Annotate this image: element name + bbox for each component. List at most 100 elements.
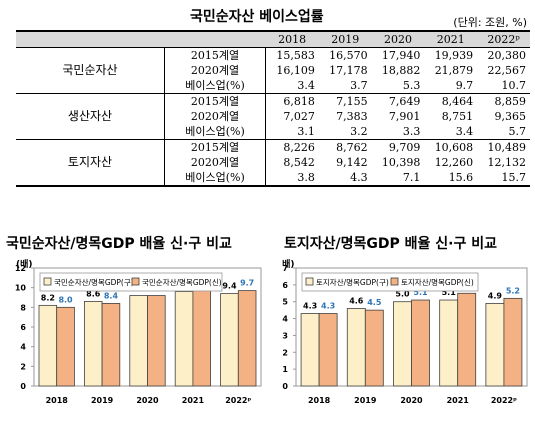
table-row: 생산자산 2015계열 6,818 7,155 7,649 8,464 8,859 bbox=[16, 93, 530, 140]
table-cell: 4.3 bbox=[318, 170, 372, 187]
y-tick-label: 5 bbox=[282, 298, 288, 307]
table-cell: 3.4 bbox=[424, 124, 478, 140]
bar bbox=[439, 299, 459, 387]
data-label: 4.3 bbox=[303, 302, 317, 311]
table-cell: 8,464 bbox=[441, 95, 474, 108]
table-cell: 3.1 bbox=[265, 124, 319, 140]
header-year: 2020 bbox=[371, 30, 425, 48]
x-tick-label: 2020 bbox=[136, 396, 159, 405]
data-label: 8.2 bbox=[41, 293, 55, 302]
data-label: 5.2 bbox=[506, 286, 520, 295]
table-row: 국민순자산 2015계열 15,583 16,570 17,940 19,939 20,38… bbox=[16, 47, 530, 94]
bar bbox=[237, 290, 257, 387]
table-cell: 9,142 bbox=[336, 156, 368, 169]
x-tick-label: 2022ᵖ bbox=[225, 396, 251, 405]
data-label: 4.5 bbox=[367, 298, 382, 307]
data-label: 8.6 bbox=[86, 289, 101, 298]
y-axis-unit-label: (배) bbox=[282, 258, 295, 270]
table-cell: 10.7 bbox=[477, 78, 530, 94]
y-tick-label: 4 bbox=[20, 343, 26, 352]
table-cell: 10,489 bbox=[487, 141, 527, 154]
legend-label: 토지자산/명목GDP(신) bbox=[401, 277, 474, 287]
table-cell: 8,859 bbox=[494, 95, 527, 108]
table-cell: 15.6 bbox=[424, 170, 478, 187]
bar bbox=[318, 313, 338, 387]
bar bbox=[503, 297, 523, 387]
bar bbox=[101, 303, 121, 387]
legend-label: 토지자산/명목GDP(구) bbox=[316, 277, 389, 287]
bar bbox=[174, 291, 194, 387]
table-cell: 8,762 bbox=[336, 141, 368, 154]
table-cell: 7,383 bbox=[336, 110, 368, 123]
table-cell: 5.7 bbox=[477, 124, 530, 140]
table-cell: 5.3 bbox=[371, 78, 425, 94]
row-series-label: 2015계열 bbox=[164, 139, 266, 155]
table-cell: 7,649 bbox=[388, 95, 421, 108]
data-label: 9.4 bbox=[222, 282, 237, 291]
y-tick-label: 12 bbox=[15, 264, 26, 273]
table-row: 베이스업(%) 3.8 4.3 7.1 15.6 15.7 bbox=[16, 170, 530, 187]
y-axis-unit-label: (배) bbox=[16, 258, 33, 270]
bar bbox=[192, 289, 212, 387]
y-tick-label: 4 bbox=[282, 315, 288, 324]
row-series-label: 2015계열 bbox=[164, 93, 266, 109]
table-cell: 10,608 bbox=[434, 141, 474, 154]
data-label: 8.4 bbox=[104, 291, 119, 300]
table-cell: 16,109 bbox=[276, 64, 315, 77]
row-category: 토지자산 bbox=[16, 139, 165, 187]
y-tick-label: 2 bbox=[282, 348, 288, 357]
table-row: 베이스업(%) 3.4 3.7 5.3 9.7 10.7 bbox=[16, 78, 530, 94]
row-series-label: 2020계열 bbox=[164, 63, 266, 78]
x-tick-label: 2021 bbox=[447, 396, 470, 405]
header-year: 2022ᵖ bbox=[477, 30, 530, 48]
x-tick-label: 2018 bbox=[46, 396, 69, 405]
table-cell: 6,818 bbox=[283, 95, 315, 108]
table-cell: 7,027 bbox=[283, 110, 315, 123]
row-series-label: 베이스업(%) bbox=[164, 124, 266, 140]
table-cell: 7.1 bbox=[371, 170, 425, 187]
header-year: 2021 bbox=[424, 30, 478, 48]
bar bbox=[56, 306, 75, 387]
y-tick-label: 2 bbox=[20, 362, 26, 371]
bar bbox=[364, 309, 384, 387]
y-tick-label: 10 bbox=[15, 284, 27, 293]
legend-swatch bbox=[131, 277, 140, 286]
data-label: 5.1 bbox=[413, 288, 428, 297]
table-row: 2020계열 7,027 7,383 7,901 8,751 9,365 bbox=[16, 109, 530, 124]
table-cell: 7,155 bbox=[336, 95, 368, 108]
y-tick-label: 3 bbox=[282, 331, 288, 340]
row-category: 생산자산 bbox=[16, 93, 165, 140]
row-series-label: 2015계열 bbox=[164, 47, 266, 63]
legend-label: 국민순자산/명목GDP(구) bbox=[54, 277, 134, 287]
table-row: 토지자산 2015계열 8,226 8,762 9,709 10,608 10,489 bbox=[16, 139, 530, 187]
table-cell: 12,260 bbox=[434, 156, 474, 169]
table-cell: 9,709 bbox=[388, 141, 421, 154]
x-tick-label: 2022ᵖ bbox=[491, 396, 517, 405]
table-cell: 15.7 bbox=[477, 170, 530, 187]
legend-swatch bbox=[43, 277, 52, 286]
legend-box bbox=[39, 272, 223, 292]
y-tick-label: 0 bbox=[20, 382, 26, 391]
y-tick-label: 6 bbox=[282, 281, 288, 290]
header-year: 2018 bbox=[265, 30, 319, 48]
y-tick-label: 0 bbox=[282, 382, 288, 391]
x-tick-label: 2018 bbox=[308, 396, 331, 405]
bar bbox=[485, 303, 505, 387]
table-cell: 9,365 bbox=[494, 110, 527, 123]
table-cell: 8,751 bbox=[441, 110, 474, 123]
bar bbox=[411, 299, 430, 387]
legend-swatch bbox=[305, 277, 314, 286]
row-series-label: 베이스업(%) bbox=[164, 78, 266, 94]
bar bbox=[147, 295, 166, 387]
y-tick-label: 1 bbox=[282, 365, 288, 374]
legend-label: 국민순자산/명목GDP(신) bbox=[142, 277, 222, 287]
data-label: 8.0 bbox=[58, 295, 73, 304]
header-blank bbox=[16, 30, 266, 48]
y-tick-label: 7 bbox=[282, 264, 288, 273]
table-cell: 20,380 bbox=[487, 49, 527, 62]
table-cell: 12,132 bbox=[487, 156, 527, 169]
table-cell: 3.3 bbox=[371, 124, 425, 140]
bar bbox=[38, 304, 58, 387]
table-row: 베이스업(%) 3.1 3.2 3.3 3.4 5.7 bbox=[16, 124, 530, 140]
y-tick-label: 8 bbox=[20, 303, 26, 312]
